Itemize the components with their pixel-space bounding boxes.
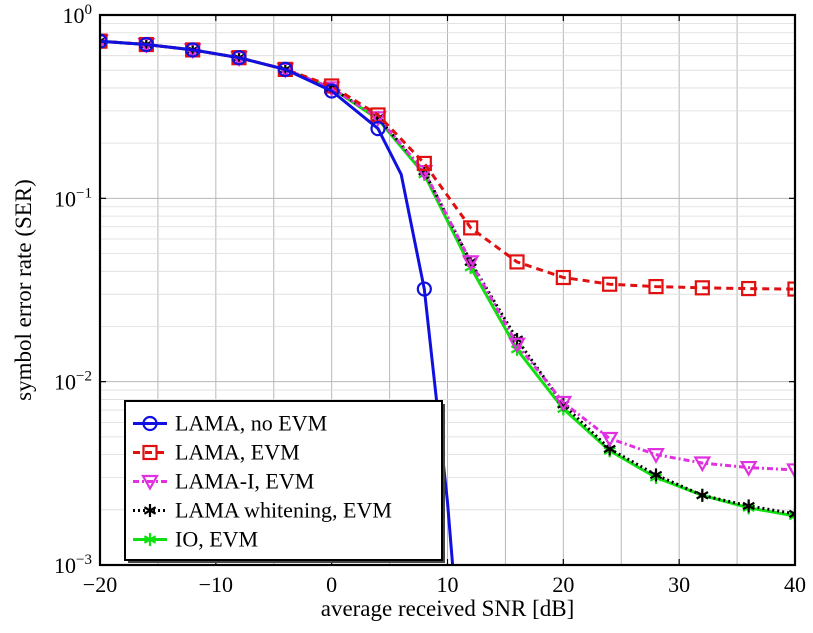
legend-item-2: LAMA, EVM [133, 440, 300, 465]
legend-label: IO, EVM [175, 527, 258, 552]
legend-marker [142, 415, 158, 432]
data-point [786, 463, 795, 480]
x-tick-label: 20 [552, 572, 574, 597]
data-point [742, 499, 755, 513]
data-point [696, 488, 709, 502]
legend-label: LAMA, no EVM [175, 411, 327, 436]
data-point [787, 281, 795, 297]
x-tick-label: −20 [83, 572, 117, 597]
data-point [693, 456, 712, 473]
data-point [508, 337, 526, 354]
legend: LAMA, no EVM LAMA, EVM LAMA-I, EVM LAMA whi… [124, 400, 445, 563]
legend-item-3: LAMA-I, EVM [133, 469, 314, 494]
legend-marker [143, 533, 157, 546]
x-tick-label: 0 [326, 572, 337, 597]
y-tick-label: 100 [63, 2, 93, 28]
data-point [231, 50, 247, 66]
legend-item-4: LAMA whitening, EVM [133, 498, 392, 523]
data-point [138, 36, 154, 53]
data-point [463, 220, 479, 236]
y-tick-label: 10−1 [54, 185, 92, 211]
data-point [739, 460, 758, 477]
series-line [100, 39, 795, 291]
data-point [647, 448, 665, 464]
data-point [324, 83, 340, 99]
data-point [415, 164, 434, 181]
data-point [416, 281, 432, 297]
legend-item-1: LAMA, no EVM [133, 411, 327, 436]
data-point [741, 280, 757, 297]
legend-label: LAMA whitening, EVM [175, 498, 392, 523]
data-point [602, 276, 618, 292]
legend-item-5: IO, EVM [133, 527, 258, 552]
data-point [555, 269, 571, 286]
legend-label: LAMA-I, EVM [175, 469, 314, 494]
data-point [649, 468, 663, 482]
x-tick-label: 10 [437, 572, 459, 597]
data-point [694, 280, 710, 296]
data-point [788, 507, 795, 521]
y-tick-label: 10−2 [54, 369, 92, 395]
data-point [416, 155, 432, 172]
data-point [369, 111, 387, 128]
data-point [788, 509, 795, 523]
legend-box [124, 400, 443, 561]
data-point [509, 254, 525, 270]
x-tick-label: 40 [784, 572, 806, 597]
data-point [461, 255, 480, 272]
x-axis-label: average received SNR [dB] [321, 596, 575, 621]
legend-marker [142, 444, 158, 461]
data-point [648, 279, 664, 295]
data-point [277, 61, 293, 77]
x-tick-label: −10 [199, 572, 233, 597]
data-point [554, 395, 573, 412]
y-tick-label: 10−3 [54, 552, 92, 578]
x-tick-label: 30 [668, 572, 690, 597]
legend-label: LAMA, EVM [175, 440, 300, 465]
data-point [600, 431, 619, 448]
data-point [100, 33, 108, 49]
series-group [100, 33, 795, 565]
legend-marker [141, 474, 159, 491]
y-axis-label: symbol error rate (SER) [11, 179, 36, 401]
data-point [370, 121, 386, 137]
legend-marker [143, 504, 157, 517]
data-point [185, 42, 201, 58]
